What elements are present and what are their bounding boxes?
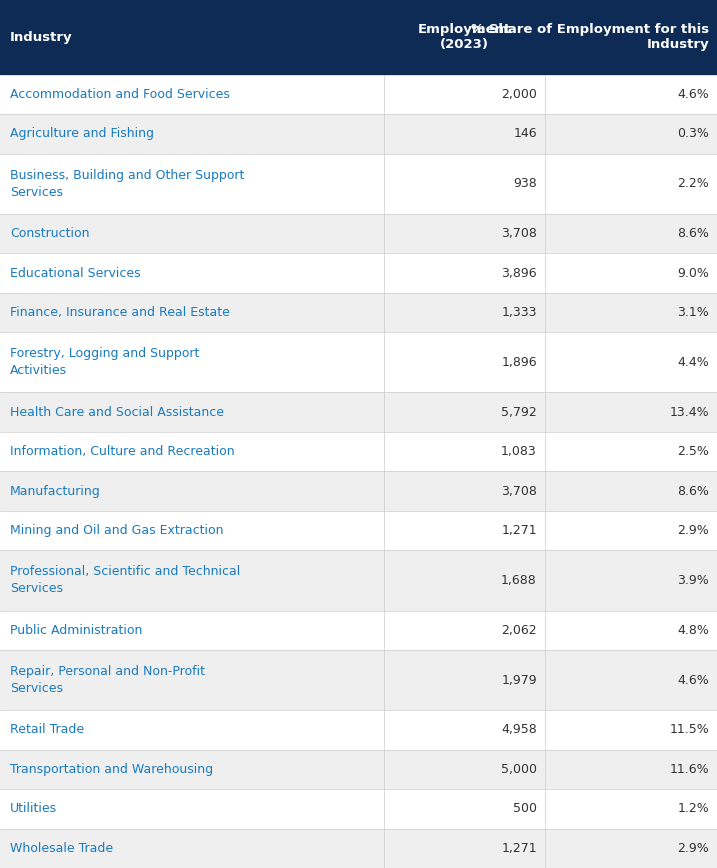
Text: Construction: Construction bbox=[10, 227, 90, 240]
Text: 1,333: 1,333 bbox=[501, 306, 537, 319]
Text: Mining and Oil and Gas Extraction: Mining and Oil and Gas Extraction bbox=[10, 524, 224, 537]
Text: 1,688: 1,688 bbox=[501, 574, 537, 587]
Text: 938: 938 bbox=[513, 177, 537, 190]
Text: 3,708: 3,708 bbox=[501, 227, 537, 240]
Text: 13.4%: 13.4% bbox=[670, 405, 709, 418]
Bar bbox=[0, 610, 717, 650]
Bar bbox=[0, 392, 717, 432]
Text: 4.4%: 4.4% bbox=[678, 356, 709, 369]
Text: Forestry, Logging and Support
Activities: Forestry, Logging and Support Activities bbox=[10, 347, 199, 378]
Text: 1.2%: 1.2% bbox=[678, 802, 709, 815]
Bar bbox=[0, 332, 717, 392]
Text: 2,062: 2,062 bbox=[501, 624, 537, 637]
Text: Manufacturing: Manufacturing bbox=[10, 484, 101, 497]
Text: Public Administration: Public Administration bbox=[10, 624, 143, 637]
Text: Health Care and Social Assistance: Health Care and Social Assistance bbox=[10, 405, 224, 418]
Bar bbox=[0, 789, 717, 829]
Bar bbox=[0, 471, 717, 511]
Text: 4.8%: 4.8% bbox=[677, 624, 709, 637]
Text: 3,896: 3,896 bbox=[501, 266, 537, 279]
Text: 2.9%: 2.9% bbox=[678, 842, 709, 855]
Text: Transportation and Warehousing: Transportation and Warehousing bbox=[10, 763, 213, 776]
Text: 5,000: 5,000 bbox=[501, 763, 537, 776]
Bar bbox=[0, 115, 717, 154]
Text: Retail Trade: Retail Trade bbox=[10, 723, 84, 736]
Text: 8.6%: 8.6% bbox=[677, 484, 709, 497]
Text: 5,792: 5,792 bbox=[501, 405, 537, 418]
Text: Information, Culture and Recreation: Information, Culture and Recreation bbox=[10, 445, 234, 458]
Text: 4,958: 4,958 bbox=[501, 723, 537, 736]
Text: 2,000: 2,000 bbox=[501, 88, 537, 101]
Text: Accommodation and Food Services: Accommodation and Food Services bbox=[10, 88, 230, 101]
Text: Utilities: Utilities bbox=[10, 802, 57, 815]
Text: 4.6%: 4.6% bbox=[678, 674, 709, 687]
Bar bbox=[0, 710, 717, 750]
Text: Business, Building and Other Support
Services: Business, Building and Other Support Ser… bbox=[10, 168, 244, 199]
Text: Educational Services: Educational Services bbox=[10, 266, 141, 279]
Text: Finance, Insurance and Real Estate: Finance, Insurance and Real Estate bbox=[10, 306, 230, 319]
Text: Repair, Personal and Non-Profit
Services: Repair, Personal and Non-Profit Services bbox=[10, 665, 205, 695]
Text: 11.5%: 11.5% bbox=[669, 723, 709, 736]
Text: 1,979: 1,979 bbox=[501, 674, 537, 687]
Bar bbox=[0, 829, 717, 868]
Text: 9.0%: 9.0% bbox=[677, 266, 709, 279]
Bar bbox=[0, 75, 717, 115]
Text: Wholesale Trade: Wholesale Trade bbox=[10, 842, 113, 855]
Text: 2.9%: 2.9% bbox=[678, 524, 709, 537]
Text: Agriculture and Fishing: Agriculture and Fishing bbox=[10, 128, 154, 141]
Text: 3.1%: 3.1% bbox=[678, 306, 709, 319]
Bar bbox=[0, 0, 717, 75]
Bar bbox=[0, 432, 717, 471]
Text: 3,708: 3,708 bbox=[501, 484, 537, 497]
Text: 4.6%: 4.6% bbox=[678, 88, 709, 101]
Text: 8.6%: 8.6% bbox=[677, 227, 709, 240]
Text: 2.5%: 2.5% bbox=[677, 445, 709, 458]
Bar bbox=[0, 154, 717, 214]
Text: 1,271: 1,271 bbox=[501, 842, 537, 855]
Bar bbox=[0, 750, 717, 789]
Text: 3.9%: 3.9% bbox=[678, 574, 709, 587]
Text: Professional, Scientific and Technical
Services: Professional, Scientific and Technical S… bbox=[10, 565, 240, 595]
Text: 2.2%: 2.2% bbox=[678, 177, 709, 190]
Bar bbox=[0, 253, 717, 293]
Text: Employment
(2023): Employment (2023) bbox=[417, 23, 511, 51]
Bar bbox=[0, 511, 717, 550]
Bar bbox=[0, 214, 717, 253]
Bar bbox=[0, 650, 717, 710]
Bar bbox=[0, 550, 717, 610]
Bar bbox=[0, 293, 717, 332]
Text: % Share of Employment for this
Industry: % Share of Employment for this Industry bbox=[471, 23, 709, 51]
Text: 500: 500 bbox=[513, 802, 537, 815]
Text: Industry: Industry bbox=[10, 31, 72, 44]
Text: 0.3%: 0.3% bbox=[677, 128, 709, 141]
Text: 11.6%: 11.6% bbox=[670, 763, 709, 776]
Text: 1,083: 1,083 bbox=[501, 445, 537, 458]
Text: 1,896: 1,896 bbox=[501, 356, 537, 369]
Text: 1,271: 1,271 bbox=[501, 524, 537, 537]
Text: 146: 146 bbox=[513, 128, 537, 141]
